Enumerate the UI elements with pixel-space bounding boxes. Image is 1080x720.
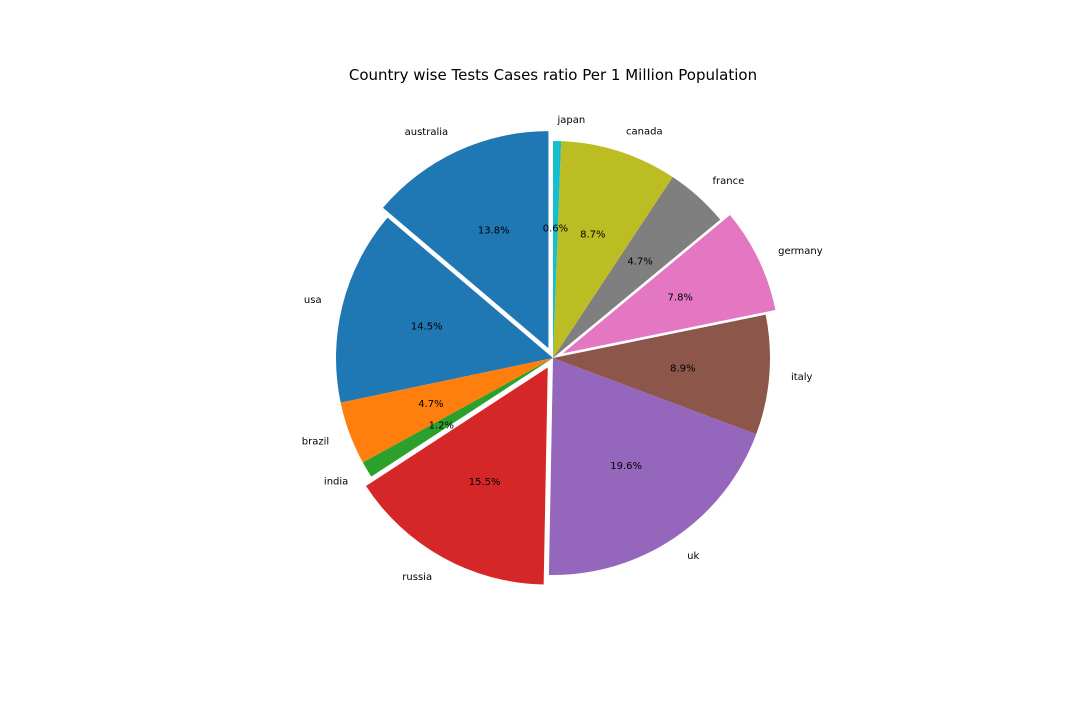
pie-slice-australia bbox=[382, 131, 549, 349]
slice-percent-uk: 19.6% bbox=[610, 461, 642, 472]
slice-label-japan: japan bbox=[556, 115, 585, 126]
pie-slice-germany bbox=[562, 214, 776, 354]
slice-percent-france: 4.7% bbox=[627, 257, 652, 268]
pie-slice-russia bbox=[365, 367, 548, 585]
pie-slice-france bbox=[553, 177, 721, 358]
slice-percent-germany: 7.8% bbox=[668, 293, 693, 304]
slice-label-usa: usa bbox=[304, 295, 322, 306]
pie-slice-italy bbox=[553, 314, 770, 435]
pie-slice-usa bbox=[336, 217, 553, 403]
slice-label-brazil: brazil bbox=[302, 436, 329, 447]
slice-percent-australia: 13.8% bbox=[478, 225, 510, 236]
slice-label-canada: canada bbox=[626, 126, 663, 137]
slice-percent-japan: 0.6% bbox=[543, 223, 568, 234]
pie-slice-japan bbox=[553, 141, 562, 358]
slice-label-italy: italy bbox=[791, 372, 813, 383]
slice-label-germany: germany bbox=[778, 246, 823, 257]
slice-label-france: france bbox=[713, 176, 745, 187]
pie-slice-uk bbox=[548, 358, 757, 575]
slice-label-uk: uk bbox=[687, 551, 699, 562]
pie-slice-india bbox=[362, 358, 553, 477]
slice-percent-canada: 8.7% bbox=[580, 230, 605, 241]
slice-label-australia: australia bbox=[405, 127, 449, 138]
slice-percent-brazil: 4.7% bbox=[418, 399, 443, 410]
slice-percent-italy: 8.9% bbox=[670, 364, 695, 375]
pie-slices bbox=[336, 131, 776, 585]
slice-percent-india: 1.2% bbox=[429, 420, 454, 431]
slice-label-russia: russia bbox=[402, 572, 432, 583]
chart-title: Country wise Tests Cases ratio Per 1 Mil… bbox=[349, 66, 757, 84]
pie-slice-canada bbox=[553, 141, 673, 358]
slice-percent-usa: 14.5% bbox=[411, 322, 443, 333]
pie-labels: australia 13.8% usa 14.5% brazil 4.7% india 1.2… bbox=[302, 115, 823, 583]
pie-slice-brazil bbox=[340, 358, 553, 463]
slice-percent-russia: 15.5% bbox=[469, 477, 501, 488]
slice-label-india: india bbox=[324, 476, 348, 487]
